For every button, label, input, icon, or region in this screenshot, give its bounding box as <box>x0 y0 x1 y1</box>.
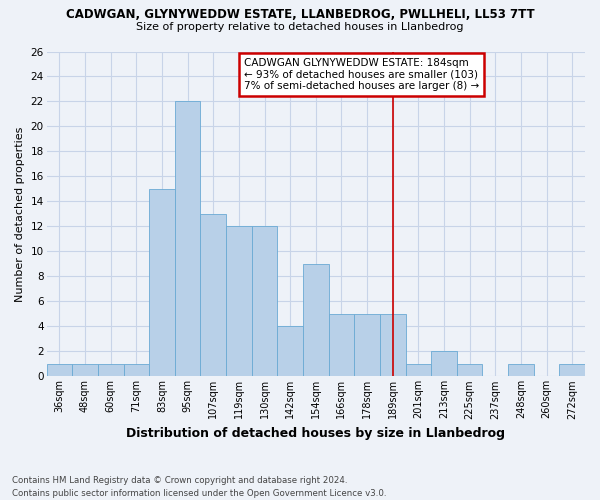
Bar <box>329 314 354 376</box>
Text: Contains HM Land Registry data © Crown copyright and database right 2024.
Contai: Contains HM Land Registry data © Crown c… <box>12 476 386 498</box>
Bar <box>431 352 457 376</box>
Text: CADWGAN GLYNYWEDDW ESTATE: 184sqm
← 93% of detached houses are smaller (103)
7% : CADWGAN GLYNYWEDDW ESTATE: 184sqm ← 93% … <box>244 58 479 91</box>
Bar <box>98 364 124 376</box>
Bar <box>303 264 329 376</box>
Bar <box>72 364 98 376</box>
Bar <box>124 364 149 376</box>
Bar <box>457 364 482 376</box>
Bar <box>508 364 534 376</box>
Bar <box>149 189 175 376</box>
Bar <box>380 314 406 376</box>
Bar <box>226 226 251 376</box>
Y-axis label: Number of detached properties: Number of detached properties <box>15 126 25 302</box>
Bar <box>47 364 72 376</box>
X-axis label: Distribution of detached houses by size in Llanbedrog: Distribution of detached houses by size … <box>126 427 505 440</box>
Bar <box>175 102 200 376</box>
Text: Size of property relative to detached houses in Llanbedrog: Size of property relative to detached ho… <box>136 22 464 32</box>
Bar <box>559 364 585 376</box>
Bar <box>354 314 380 376</box>
Bar <box>406 364 431 376</box>
Bar <box>200 214 226 376</box>
Text: CADWGAN, GLYNYWEDDW ESTATE, LLANBEDROG, PWLLHELI, LL53 7TT: CADWGAN, GLYNYWEDDW ESTATE, LLANBEDROG, … <box>65 8 535 20</box>
Bar <box>277 326 303 376</box>
Bar <box>251 226 277 376</box>
